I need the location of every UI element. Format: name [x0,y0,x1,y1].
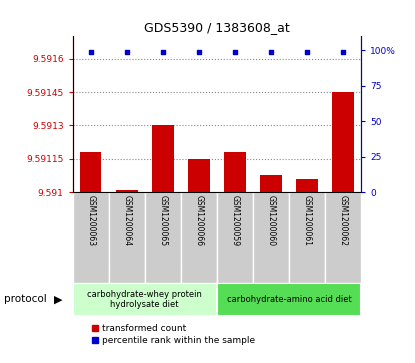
Text: GSM1200059: GSM1200059 [230,195,239,246]
Bar [116,190,137,192]
Bar [152,126,173,192]
Title: GDS5390 / 1383608_at: GDS5390 / 1383608_at [144,21,290,34]
Point [195,49,202,55]
Text: carbohydrate-amino acid diet: carbohydrate-amino acid diet [227,295,352,304]
Legend: transformed count, percentile rank within the sample: transformed count, percentile rank withi… [92,324,256,344]
Text: GSM1200064: GSM1200064 [122,195,131,246]
Bar [296,179,318,192]
Bar [80,152,101,192]
Bar [217,283,361,316]
Point [87,49,94,55]
Bar [217,192,253,283]
Bar [289,192,325,283]
Text: GSM1200062: GSM1200062 [339,195,347,246]
Point [159,49,166,55]
Text: carbohydrate-whey protein
hydrolysate diet: carbohydrate-whey protein hydrolysate di… [87,290,202,309]
Bar [145,192,181,283]
Bar [73,283,217,316]
Text: GSM1200066: GSM1200066 [194,195,203,246]
Bar [224,152,246,192]
Bar [253,192,289,283]
Text: GSM1200061: GSM1200061 [303,195,312,246]
Bar [181,192,217,283]
Bar [260,175,282,192]
Text: GSM1200065: GSM1200065 [158,195,167,246]
Text: GSM1200060: GSM1200060 [266,195,276,246]
Bar [332,92,354,192]
Point [232,49,238,55]
Text: protocol: protocol [4,294,47,305]
Text: ▶: ▶ [54,294,62,305]
Point [340,49,347,55]
Text: GSM1200063: GSM1200063 [86,195,95,246]
Bar [325,192,361,283]
Bar [109,192,145,283]
Bar [188,159,210,192]
Point [304,49,310,55]
Point [268,49,274,55]
Bar [73,192,109,283]
Point [123,49,130,55]
